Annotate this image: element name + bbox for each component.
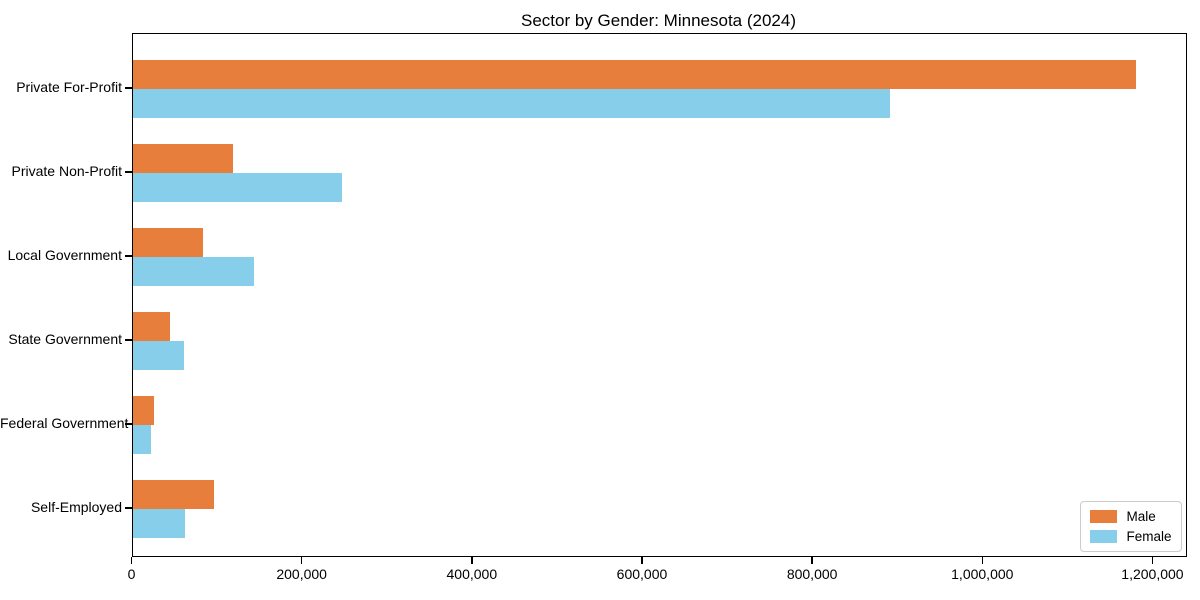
bar-male-1 <box>132 144 233 173</box>
x-tick-mark <box>300 557 303 564</box>
y-tick-mark <box>124 423 132 425</box>
x-tick-mark <box>641 557 643 564</box>
bar-male-4 <box>132 396 154 425</box>
x-tick-mark <box>981 557 984 564</box>
bar-male-5 <box>132 480 215 509</box>
x-tick-mark <box>471 557 473 564</box>
legend-label-male: Male <box>1126 509 1156 524</box>
bar-female-1 <box>132 173 342 202</box>
bar-male-3 <box>132 312 170 341</box>
y-tick-label: State Government <box>8 331 122 347</box>
plot-area: Male Female <box>131 33 1187 557</box>
x-tick-label: 600,000 <box>616 566 668 582</box>
y-tick-label: Private Non-Profit <box>11 163 122 179</box>
y-tick-label: Self-Employed <box>30 499 122 515</box>
bar-female-2 <box>132 257 255 286</box>
legend: Male Female <box>1080 501 1182 552</box>
x-tick-mark <box>811 557 813 564</box>
x-tick-label: 200,000 <box>276 566 327 582</box>
legend-swatch-female <box>1090 530 1118 543</box>
legend-item-male: Male <box>1090 509 1171 524</box>
y-tick-mark <box>124 339 132 341</box>
x-tick-label: 800,000 <box>786 566 838 582</box>
x-tick-label: 0 <box>127 566 136 582</box>
legend-item-female: Female <box>1090 529 1172 544</box>
x-tick-mark <box>1151 557 1154 564</box>
legend-label-female: Female <box>1126 529 1172 544</box>
x-tick-label: 400,000 <box>446 566 498 582</box>
y-tick-mark <box>124 507 132 509</box>
x-tick-mark <box>130 557 133 564</box>
x-tick-label: 1,000,000 <box>951 566 1014 582</box>
y-tick-label: Federal Government <box>0 415 129 431</box>
legend-swatch-male <box>1090 510 1118 523</box>
y-tick-label: Private For-Profit <box>16 79 122 95</box>
bar-female-5 <box>132 509 186 538</box>
chart-title: Sector by Gender: Minnesota (2024) <box>521 11 796 30</box>
y-tick-mark <box>124 87 132 89</box>
bar-male-2 <box>132 228 204 257</box>
x-tick-label: 1,200,000 <box>1121 566 1184 582</box>
bar-female-4 <box>132 425 152 454</box>
y-tick-label: Local Government <box>7 247 122 263</box>
bar-female-0 <box>132 89 890 118</box>
y-tick-mark <box>124 171 132 173</box>
bar-female-3 <box>132 341 185 370</box>
bar-male-0 <box>132 60 1137 89</box>
y-tick-mark <box>124 255 132 257</box>
